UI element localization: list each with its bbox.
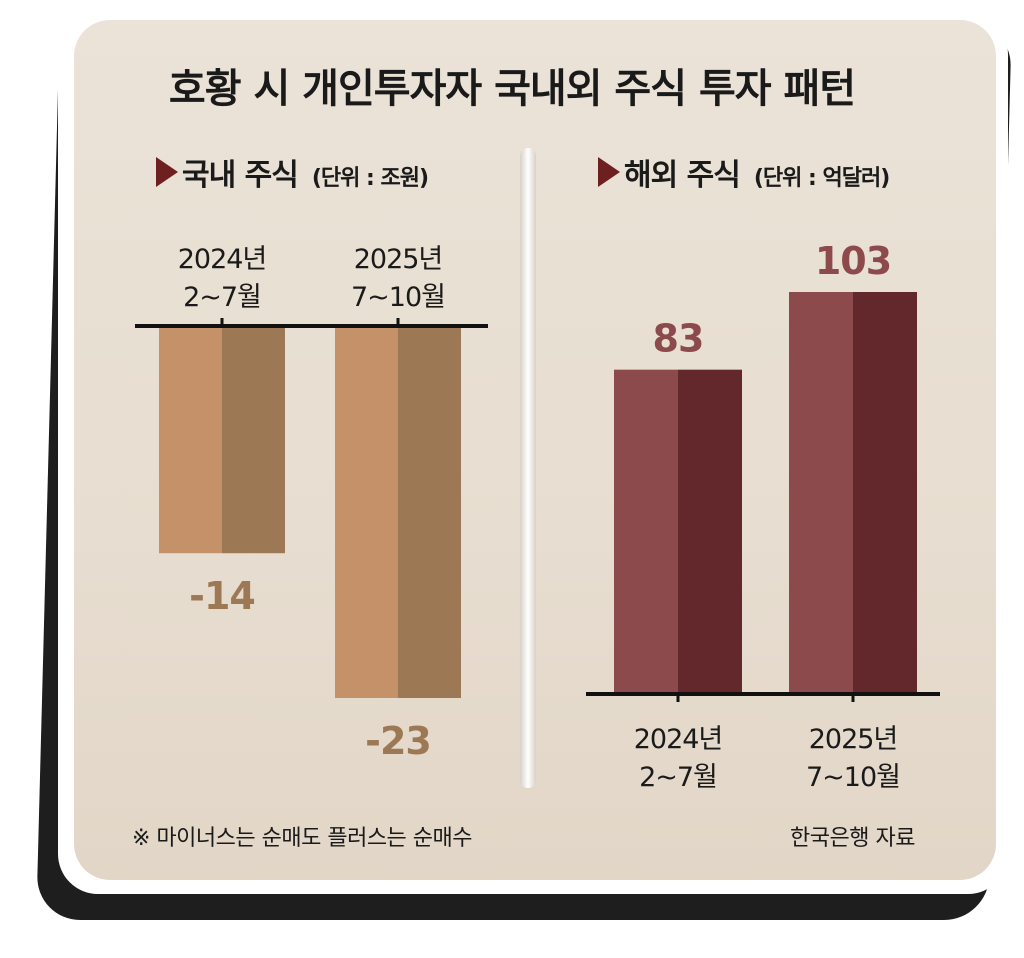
- triangle-bullet-icon: [598, 157, 620, 187]
- overseas-unit-label: (단위 : 억달러): [753, 166, 890, 191]
- footnote: ※ 마이너스는 순매도 플러스는 순매수: [132, 826, 473, 851]
- source-credit: 한국은행 자료: [790, 826, 915, 851]
- triangle-bullet-icon: [156, 157, 178, 187]
- domestic-value-label-1: -14: [189, 574, 255, 618]
- overseas-bar-1-light: [614, 369, 678, 692]
- domestic-unit-label: (단위 : 조원): [311, 166, 429, 191]
- overseas-category-period-2: 7~10월: [806, 762, 900, 793]
- overseas-section-name: 해외 주식: [624, 158, 741, 193]
- overseas-category-period-1: 2~7월: [639, 762, 717, 793]
- chart-title: 호황 시 개인투자자 국내외 주식 투자 패턴: [168, 66, 856, 112]
- domestic-bar-2-dark: [398, 328, 461, 698]
- domestic-category-year-1: 2024년: [178, 244, 267, 275]
- overseas-bar-2-dark: [853, 292, 917, 692]
- overseas-value-label-1: 83: [653, 317, 704, 361]
- overseas-section-header: 해외 주식 (단위 : 억달러): [598, 150, 890, 194]
- overseas-category-year-2: 2025년: [809, 724, 898, 755]
- domestic-section-header: 국내 주식 (단위 : 조원): [156, 150, 429, 194]
- overseas-category-year-1: 2024년: [634, 724, 723, 755]
- section-divider: [520, 148, 536, 788]
- domestic-category-year-2: 2025년: [354, 244, 443, 275]
- overseas-value-label-2: 103: [815, 239, 891, 283]
- domestic-bar-2-light: [335, 328, 398, 698]
- overseas-bar-1-dark: [678, 369, 742, 692]
- domestic-value-label-2: -23: [365, 719, 431, 763]
- overseas-bar-2-light: [789, 292, 853, 692]
- domestic-category-period-1: 2~7월: [183, 282, 261, 313]
- domestic-bar-1-dark: [222, 328, 285, 554]
- domestic-bar-1-light: [159, 328, 222, 554]
- domestic-category-period-2: 7~10월: [351, 282, 445, 313]
- domestic-section-name: 국내 주식: [182, 158, 299, 193]
